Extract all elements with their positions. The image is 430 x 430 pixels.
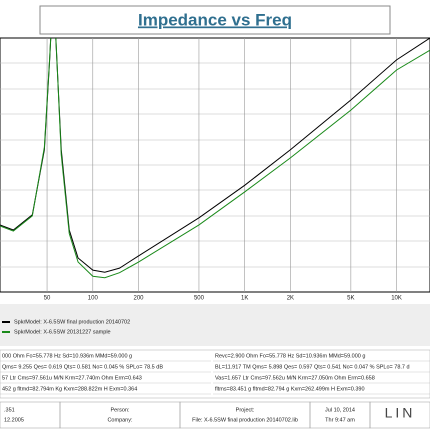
title-box: [39, 5, 391, 35]
date-left: 12.2005: [4, 417, 24, 423]
param-line: BL=11.917 TM Qms= 5.898 Qes= 0.597 Qts= …: [215, 364, 410, 370]
params: 000 Ohm Fo=55.778 Hz Sd=10.936m MMd=59.0…: [0, 353, 430, 395]
legend-label: SpkrModel: X-6.5SW final production 2014…: [14, 319, 130, 325]
x-tick-label: 5K: [347, 296, 354, 302]
param-panel: [0, 349, 430, 399]
param-line: 452 g fltmd=82.794m Kg Kxm=288.822m H Ex…: [2, 386, 137, 392]
param-line: 000 Ohm Fo=55.778 Hz Sd=10.936m MMd=59.0…: [2, 353, 132, 359]
param-line: Revc=2.900 Ohm Fo=55.778 Hz Sd=10.936m M…: [215, 353, 365, 359]
version: .351: [4, 407, 15, 413]
x-tick-label: 500: [194, 296, 205, 302]
x-tick-label: 1K: [241, 296, 248, 302]
logo: LIN: [385, 405, 416, 421]
param-line: Vas=1.657 Ltr Cms=97.562u M/N Krm=27.050…: [215, 375, 375, 381]
time: Thr 9:47 am: [325, 417, 355, 423]
param-line: Qms= 9.255 Qes= 0.619 Qts= 0.581 No= 0.0…: [2, 364, 163, 370]
project: Project:: [236, 407, 255, 413]
param-line: 57 Ltr Cms=97.561u M/N Krm=27.740m Ohm E…: [2, 375, 142, 381]
legend-panel: [0, 304, 430, 346]
x-tick-label: 10K: [391, 296, 402, 302]
legend-label: SpkrModel: X-6.5SW 20131227 sample: [14, 329, 111, 335]
x-tick-label: 2K: [287, 296, 294, 302]
file: File: X-6.5SW final production 20140702.…: [192, 417, 298, 423]
x-tick-label: 100: [88, 296, 99, 302]
x-tick-label: 200: [133, 296, 144, 302]
chart-title: Impedance vs Freq: [138, 10, 292, 29]
date: Jul 10, 2014: [325, 407, 355, 413]
footer: [0, 401, 430, 429]
person: Person:: [111, 407, 130, 413]
chart: 50 100 200 500 1K 2K 5K 10K: [0, 38, 430, 302]
param-line: fltms=83.451 g fltmd=82.794 g Kxm=262.49…: [215, 386, 365, 392]
series-line: [0, 38, 430, 279]
legend: SpkrModel: X-6.5SW final production 2014…: [2, 319, 130, 335]
x-tick-label: 50: [44, 296, 51, 302]
company: Company:: [107, 417, 133, 423]
